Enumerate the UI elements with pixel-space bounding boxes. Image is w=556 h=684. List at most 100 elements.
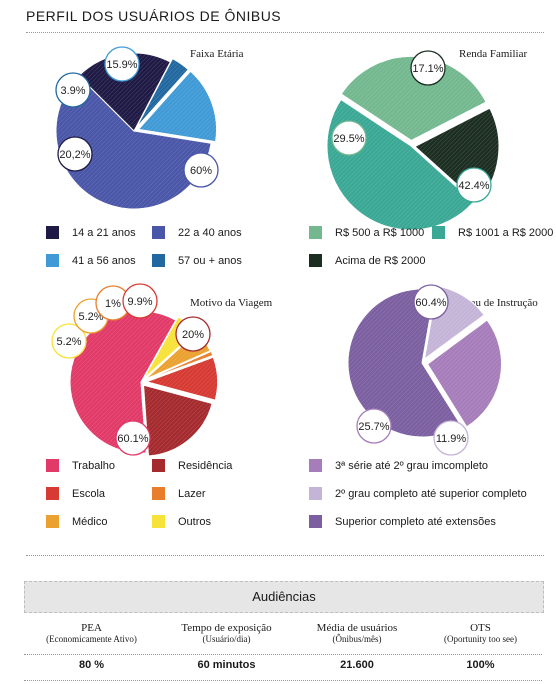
data-label-bubble [51,323,87,359]
legend-item: 14 a 21 anos [46,226,136,239]
data-label: 60.1% [117,433,148,445]
page-title: PERFIL DOS USUÁRIOS DE ÔNIBUS [26,8,282,24]
data-label-bubble [122,283,158,319]
chart-title-renda-familiar: Renda Familiar [459,48,528,60]
data-label-bubble [356,408,392,444]
title-divider [26,32,544,33]
data-label: 5.2% [56,336,81,348]
legend-item: 41 a 56 anos [46,254,136,267]
data-label: 60% [190,165,212,177]
legend-label: Médico [72,515,108,528]
data-label: 20,2% [59,149,90,161]
section-divider [26,555,544,556]
legend-swatch [309,226,322,239]
legend-swatch [152,487,165,500]
legend-label: 57 ou + anos [178,254,242,267]
pie-slice-texture [341,56,487,141]
legend-item: Escola [46,487,105,500]
legend-item: Trabalho [46,459,115,472]
legend-swatch [152,515,165,528]
legend-item: Residência [152,459,232,472]
legend-swatch [309,459,322,472]
data-label: 1% [105,298,121,310]
audiencias-header: Audiências [24,581,544,613]
chart-title-motivo-viagem: Motivo da Viagem [190,297,273,309]
legend-label: 22 a 40 anos [178,226,242,239]
data-label: 5.2% [78,311,103,323]
pie-slice-texture [138,71,217,142]
data-label-bubble [55,72,91,108]
legend-label: Escola [72,487,106,500]
legend-label: Trabalho [72,459,116,472]
pie-slice-texture [55,75,212,210]
col-header: PEA [81,622,102,634]
data-label-bubble [183,152,219,188]
legend-swatch [309,515,322,528]
legend-item: 2º grau completo até superior completo [309,487,527,500]
data-label: 25.7% [358,421,389,433]
data-label: 15.9% [106,59,137,71]
legend-swatch [46,487,59,500]
legend-swatch [46,226,59,239]
pie-slice-texture [146,357,218,401]
pie-slice-texture [143,385,213,456]
audiencias-col-tempo: Tempo de exposição (Usuário/dia) 60 minu… [159,622,294,671]
data-label-bubble [433,420,469,456]
data-label: 29.5% [333,133,364,145]
pie-slice-texture [427,320,502,427]
legend-swatch [46,515,59,528]
pie-group-2 [69,310,219,457]
audiencias-col-ots: OTS (Oportunity too see) 100% [419,622,542,671]
data-label: 9.9% [127,296,152,308]
audiencias-col-pea: PEA (Economicamente Ativo) 80 % [24,622,159,671]
pie-group-0 [55,52,217,210]
col-header: Média de usuários [316,622,398,634]
pie-slice-texture [348,289,462,437]
pie-slice-texture [146,351,213,380]
legend-label: R$ 500 a R$ 1000 [335,226,425,239]
table-divider [24,654,542,655]
chart-title-faixa-etaria: Faixa Etária [190,48,244,60]
legend-label: R$ 1001 a R$ 2000 [458,226,554,239]
legend-swatch [46,254,59,267]
legend-label: Superior completo até extensões [335,515,496,528]
col-header: OTS [470,622,491,634]
audiencias-col-media: Média de usuários (Ônibus/mês) 21.600 [292,622,422,671]
legend-item: Médico [46,515,107,528]
legend-item: 22 a 40 anos [152,226,242,239]
legend-swatch [152,254,165,267]
legend-item: 3ª série até 2º grau imcompleto [309,459,488,472]
legend-item: Lazer [152,487,206,500]
data-label-bubble [331,120,367,156]
col-subheader: (Oportunity too see) [444,634,517,644]
col-subheader: (Usuário/dia) [202,634,251,644]
table-bottom-divider [24,680,542,681]
data-label: 20% [182,329,204,341]
legend-label: Acima de R$ 2000 [335,254,426,267]
data-label: 42.4% [458,180,489,192]
data-label: 60.4% [415,297,446,309]
col-value: 60 minutos [197,659,256,671]
pie-slice-texture [136,58,189,128]
legend-label: Residência [178,459,233,472]
col-subheader: (Economicamente Ativo) [46,634,137,644]
legend-swatch [432,226,445,239]
data-label-bubble [456,167,492,203]
data-label-bubble [57,136,93,172]
col-value: 21.600 [340,659,374,671]
legend-swatch [309,254,322,267]
data-label: 17.1% [412,63,443,75]
col-value: 80 % [78,659,105,671]
col-header: Tempo de exposição [181,622,272,634]
col-value: 100% [466,659,495,671]
legend-item: Outros [152,515,211,528]
legend-item: R$ 500 a R$ 1000 [309,226,424,239]
pie-group-3 [347,285,503,438]
legend-label: Lazer [178,487,206,500]
legend-label: 41 a 56 anos [72,254,136,267]
legend-item: R$ 1001 a R$ 2000 [432,226,553,239]
data-label-bubble [413,284,449,320]
pie-slice-texture [78,53,171,131]
data-label-bubble [175,316,211,352]
